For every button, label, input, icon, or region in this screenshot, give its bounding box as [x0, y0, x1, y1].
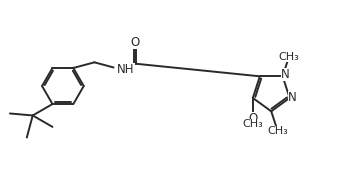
- Text: NH: NH: [117, 63, 134, 76]
- Text: CH₃: CH₃: [267, 126, 288, 136]
- Text: O: O: [248, 112, 257, 125]
- Text: N: N: [281, 68, 289, 81]
- Text: O: O: [131, 36, 140, 49]
- Text: CH₃: CH₃: [243, 119, 263, 129]
- Text: CH₃: CH₃: [278, 52, 299, 62]
- Text: N: N: [288, 92, 297, 104]
